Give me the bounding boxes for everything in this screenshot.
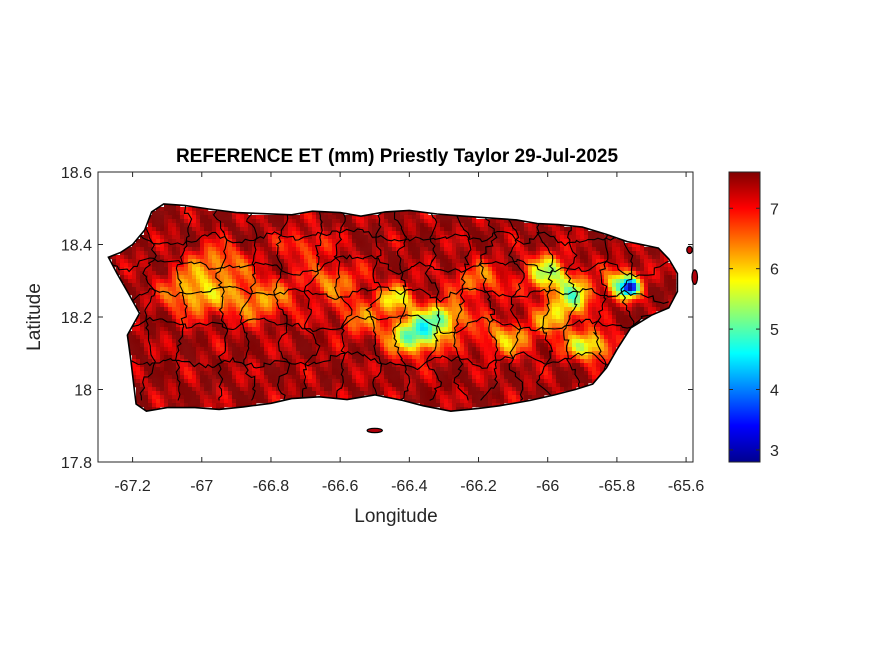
chart-title: REFERENCE ET (mm) Priestly Taylor 29-Jul… — [176, 146, 618, 167]
